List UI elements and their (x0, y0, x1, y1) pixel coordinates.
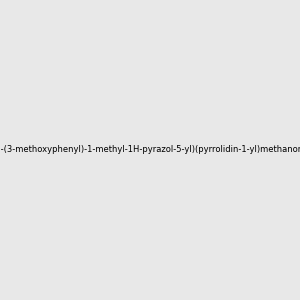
Text: (3-(3-methoxyphenyl)-1-methyl-1H-pyrazol-5-yl)(pyrrolidin-1-yl)methanone: (3-(3-methoxyphenyl)-1-methyl-1H-pyrazol… (0, 146, 300, 154)
